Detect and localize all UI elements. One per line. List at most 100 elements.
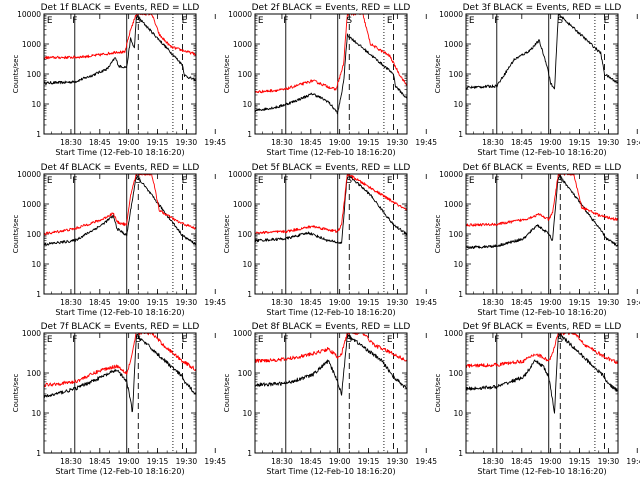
plot-area — [466, 14, 618, 134]
plot-frame — [254, 13, 408, 135]
x-axis-label: Start Time (12-Feb-10 18:16:20) — [55, 308, 184, 317]
chart-title: Det 9f BLACK = Events, RED = LLD — [463, 322, 622, 332]
series-lld — [44, 333, 196, 388]
chart-title: Det 4f BLACK = Events, RED = LLD — [41, 163, 200, 173]
y-tick-label: 100 — [27, 230, 42, 239]
chart-panel-7: Det 7f BLACK = Events, RED = LLD 1 10 100 10… — [12, 322, 226, 476]
series-lld — [255, 14, 407, 94]
y-tick-label: 1 — [247, 449, 252, 458]
x-tick-label: 18:30 — [60, 457, 82, 466]
y-tick-label: 1000 — [233, 40, 252, 49]
x-axis-label: Start Time (12-Feb-10 18:16:20) — [477, 467, 606, 476]
x-tick-label: 18:30 — [271, 457, 293, 466]
event-marker: F — [494, 176, 499, 186]
event-marker: E — [47, 16, 53, 26]
y-axis-label: Counts/sec — [223, 55, 231, 94]
y-tick-label: 100 — [27, 70, 42, 79]
x-tick-label: 18:45 — [89, 457, 111, 466]
x-tick-label: 19:00 — [540, 457, 562, 466]
x-tick-label: 19:30 — [387, 298, 409, 307]
chart-title: Det 7f BLACK = Events, RED = LLD — [41, 322, 200, 332]
x-tick-label: 19:00 — [118, 298, 140, 307]
chart-title: Det 6f BLACK = Events, RED = LLD — [463, 163, 622, 173]
x-tick-label: 18:30 — [271, 298, 293, 307]
x-tick-label: 18:45 — [89, 298, 111, 307]
x-tick-label: 19:00 — [118, 457, 140, 466]
x-tick-label: 18:30 — [60, 298, 82, 307]
y-axis-label: Counts/sec — [434, 374, 442, 413]
x-tick-label: 18:45 — [511, 298, 533, 307]
y-tick-label: 1 — [36, 290, 41, 299]
y-tick-label: 100 — [449, 230, 464, 239]
x-tick-label: 19:15 — [569, 138, 591, 147]
event-marker: E — [469, 335, 475, 345]
chart-panel-9: Det 9f BLACK = Events, RED = LLD 1 10 100 10… — [434, 322, 640, 476]
plot-frame — [43, 173, 197, 295]
y-tick-label: 10000 — [228, 10, 252, 19]
x-tick-label: 19:30 — [598, 138, 620, 147]
y-tick-label: 10000 — [439, 10, 463, 19]
y-tick-label: 100 — [27, 369, 42, 378]
x-axis-label: Start Time (12-Feb-10 18:16:20) — [477, 148, 606, 157]
event-marker: S — [557, 335, 563, 345]
x-axis-label: Start Time (12-Feb-10 18:16:20) — [266, 308, 395, 317]
event-marker: E — [387, 16, 393, 26]
x-axis-label: Start Time (12-Feb-10 18:16:20) — [55, 148, 184, 157]
x-tick-label: 18:30 — [482, 298, 504, 307]
event-marker: S — [346, 335, 352, 345]
y-tick-label: 1000 — [444, 200, 463, 209]
x-tick-label: 19:45 — [204, 298, 226, 307]
y-tick-label: 1 — [458, 449, 463, 458]
event-marker: E — [182, 176, 188, 186]
x-axis-label: Start Time (12-Feb-10 18:16:20) — [55, 467, 184, 476]
y-axis-label: Counts/sec — [434, 215, 442, 254]
chart-panel-1: Det 1f BLACK = Events, RED = LLD 1 10 100 10… — [12, 3, 226, 157]
series-events — [466, 14, 618, 90]
x-tick-label: 18:30 — [60, 138, 82, 147]
event-marker: E — [387, 335, 393, 345]
x-tick-label: 19:30 — [176, 457, 198, 466]
y-tick-label: 100 — [238, 230, 253, 239]
chart-panel-6: Det 6f BLACK = Events, RED = LLD 1 10 100 10… — [434, 163, 640, 317]
y-tick-label: 1000 — [22, 329, 41, 338]
y-tick-label: 10000 — [17, 10, 41, 19]
chart-title: Det 8f BLACK = Events, RED = LLD — [252, 322, 411, 332]
series-lld — [44, 14, 196, 60]
chart-panel-5: Det 5f BLACK = Events, RED = LLD 1 10 100 10… — [223, 163, 437, 317]
series-events — [255, 333, 407, 396]
y-tick-label: 1000 — [233, 200, 252, 209]
x-tick-label: 19:15 — [358, 298, 380, 307]
event-marker: F — [283, 335, 288, 345]
x-tick-label: 19:45 — [415, 298, 437, 307]
x-axis-label: Start Time (12-Feb-10 18:16:20) — [266, 148, 395, 157]
series-lld — [255, 333, 407, 363]
x-tick-label: 19:45 — [204, 138, 226, 147]
x-tick-label: 19:30 — [598, 457, 620, 466]
x-tick-label: 19:45 — [626, 138, 640, 147]
series-lld — [466, 333, 618, 368]
x-tick-label: 19:15 — [147, 138, 169, 147]
event-marker: E — [469, 176, 475, 186]
x-tick-label: 18:45 — [89, 138, 111, 147]
series-lld — [44, 174, 196, 236]
y-tick-label: 10 — [453, 100, 463, 109]
event-marker: S — [557, 176, 563, 186]
chart-title: Det 2f BLACK = Events, RED = LLD — [252, 3, 411, 13]
x-tick-label: 19:30 — [176, 138, 198, 147]
series-events — [44, 333, 196, 413]
x-tick-label: 19:15 — [358, 138, 380, 147]
y-tick-label: 100 — [449, 70, 464, 79]
x-tick-label: 19:15 — [358, 457, 380, 466]
series-lld — [255, 174, 407, 235]
event-marker: E — [47, 335, 53, 345]
x-tick-label: 19:15 — [569, 457, 591, 466]
x-tick-label: 18:45 — [300, 138, 322, 147]
y-tick-label: 10 — [242, 260, 252, 269]
event-marker: E — [604, 176, 610, 186]
event-marker: E — [604, 335, 610, 345]
y-tick-label: 1000 — [22, 200, 41, 209]
plot-frame — [43, 332, 197, 454]
series-lld — [466, 174, 618, 227]
x-tick-label: 19:00 — [329, 138, 351, 147]
